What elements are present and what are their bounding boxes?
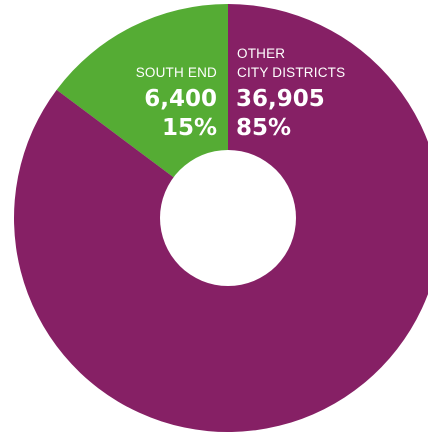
slice-value-south-end: 6,400 [144,86,217,112]
slice-percent-other: 85% [236,115,291,141]
slice-south-end [56,4,229,218]
donut-hole [160,150,296,286]
slice-label-south-end: SOUTH END [136,65,217,80]
slice-label-other-line2: CITY DISTRICTS [237,65,345,80]
slice-label-other-line1: OTHER [237,46,285,61]
slice-percent-south-end: 15% [162,115,217,141]
slice-value-other: 36,905 [236,86,325,112]
